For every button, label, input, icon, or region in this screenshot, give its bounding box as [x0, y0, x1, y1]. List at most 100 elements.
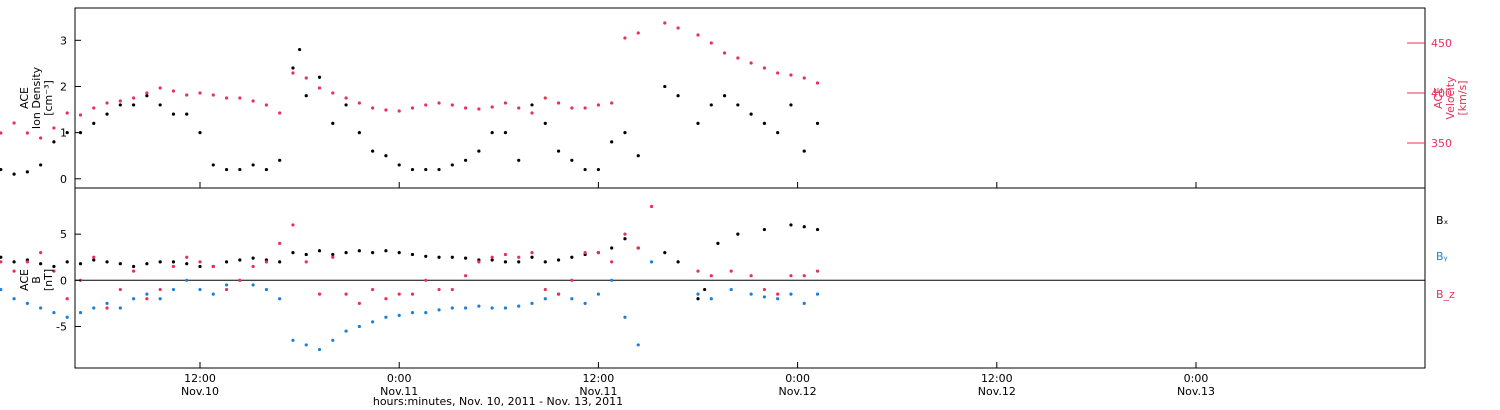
top-left-axis-title-line-2: [cm⁻³]	[42, 80, 55, 116]
bottom-series-Bₓ-point-12	[158, 260, 162, 264]
bottom-series-B_z-point-15	[198, 260, 202, 264]
top-series-1-point-17	[224, 96, 229, 100]
x-tick-label-date-0: Nov.10	[181, 385, 219, 398]
bottom-series-Bₓ-point-4	[52, 264, 56, 269]
bottom-series-B_z-point-1	[12, 269, 16, 273]
bottom-left-axis-title-line-1: B	[30, 276, 43, 284]
bottom-series-B_z-point-47	[623, 232, 627, 236]
bottom-series-Bₓ-point-32	[424, 254, 428, 258]
bottom-series-B_z-point-40	[530, 251, 534, 255]
bottom-series-B_z-point-29	[384, 297, 388, 301]
top-series-1-point-19	[251, 99, 255, 103]
top-series-0-point-53	[709, 103, 713, 107]
bottom-series-B_z-point-10	[132, 269, 136, 273]
bottom-series-B_z-point-3	[39, 251, 43, 255]
top-right-axis-title-line-1: Velocity	[1444, 76, 1457, 120]
bottom-series-Bᵧ-point-33	[437, 308, 441, 312]
bottom-series-Bₓ-point-41	[543, 260, 547, 264]
top-series-0-point-50	[663, 84, 667, 89]
top-series-0-point-28	[357, 131, 361, 135]
x-tick-label-time-0: 12:00	[184, 372, 216, 385]
legend-entry-1: Bᵧ	[1436, 250, 1448, 263]
bottom-series-B_z-point-35	[464, 274, 468, 278]
top-series-0-point-35	[450, 163, 454, 167]
top-series-0-point-33	[424, 167, 428, 172]
top-series-1-point-15	[198, 91, 202, 95]
top-series-0-point-31	[397, 163, 401, 167]
top-right-axis-title: ACE Velocity [km/s]	[1432, 76, 1469, 120]
top-series-1-point-21	[278, 111, 282, 115]
top-series-1-point-48	[636, 31, 640, 35]
top-left-axis-title: ACE Ion Density [cm⁻³]	[18, 66, 55, 129]
top-series-1-point-36	[477, 107, 481, 111]
top-series-1-point-57	[776, 71, 780, 75]
bottom-series-Bₓ-point-22	[291, 251, 295, 255]
x-tick-label-date-3: Nov.12	[779, 385, 817, 398]
top-series-0-point-15	[198, 131, 202, 135]
bottom-series-B_z-point-36	[477, 260, 481, 264]
bottom-series-B_z-point-20	[264, 260, 268, 264]
top-series-1-point-7	[92, 106, 96, 110]
bottom-series-Bᵧ-point-12	[158, 297, 162, 301]
bottom-series-Bₓ-point-33	[437, 255, 441, 259]
bottom-panel-frame	[74, 187, 1426, 369]
bottom-series-B_z-point-44	[583, 251, 587, 255]
top-series-1-point-6	[78, 113, 83, 117]
bottom-series-Bₓ-point-15	[198, 264, 202, 269]
bottom-series-Bᵧ-point-38	[503, 306, 508, 310]
x-tick-label-date-2: Nov.11	[579, 385, 617, 398]
x-tick-label-time-2: 12:00	[583, 372, 615, 385]
bottom-series-Bₓ-point-55	[762, 227, 767, 232]
bottom-series-Bᵧ-point-22	[291, 338, 295, 342]
bottom-series-Bₓ-point-39	[517, 260, 521, 264]
top-series-0-point-56	[749, 112, 753, 116]
bottom-series-B_z-point-27	[357, 301, 361, 305]
top-series-0-point-22	[291, 66, 295, 70]
bottom-series-B_z-point-16	[211, 264, 215, 269]
bottom-series-B_z-point-39	[517, 255, 521, 259]
bottom-series-Bᵧ-point-40	[530, 301, 534, 305]
bottom-series-B_z-point-17	[224, 287, 229, 292]
top-series-0-point-7	[92, 121, 96, 125]
top-series-0-point-2	[25, 170, 29, 174]
bottom-series-Bₓ-point-47	[623, 237, 627, 241]
top-right-tick-label-0: 350	[1431, 137, 1452, 150]
bottom-series-B_z-point-2	[25, 260, 29, 264]
top-series-1-point-14	[185, 93, 189, 97]
bottom-series-B_z-point-25	[331, 255, 335, 259]
bottom-series-Bᵧ-point-45	[596, 292, 601, 296]
top-series-1-point-24	[317, 86, 322, 90]
bottom-series-B_z-point-45	[596, 251, 601, 255]
bottom-series-Bₓ-point-9	[118, 262, 122, 266]
bottom-series-B_z-point-41	[543, 287, 547, 292]
top-series-1-point-44	[583, 106, 587, 110]
top-series-0-point-43	[556, 149, 561, 153]
top-series-0-point-24	[304, 94, 308, 98]
top-series-0-point-12	[158, 103, 162, 107]
top-series-0-point-32	[410, 167, 415, 172]
bottom-series-Bᵧ-point-56	[789, 292, 793, 296]
top-series-1-point-33	[437, 101, 441, 105]
bottom-series-Bᵧ-point-10	[132, 297, 136, 301]
bottom-series-Bₓ-point-1	[12, 260, 16, 264]
top-series-1-point-56	[762, 66, 767, 70]
top-series-0-point-54	[722, 94, 727, 98]
bottom-series-B_z-point-19	[251, 264, 255, 269]
bottom-series-Bₓ-point-26	[344, 251, 348, 255]
bottom-series-B_z-point-56	[789, 274, 793, 278]
bottom-series-B_z-point-55	[776, 292, 780, 296]
top-series-0-point-17	[224, 167, 229, 172]
bottom-left-tick-label-1: 0	[60, 274, 67, 287]
top-series-0-point-49	[636, 154, 640, 158]
bottom-series-Bᵧ-point-58	[815, 292, 820, 296]
bottom-series-Bᵧ-point-57	[802, 301, 806, 305]
top-series-1-point-16	[211, 93, 215, 97]
top-series-1-point-53	[722, 51, 727, 55]
top-series-0-point-47	[610, 140, 614, 144]
bottom-series-Bᵧ-point-28	[371, 320, 375, 324]
top-series-1-point-30	[397, 109, 401, 113]
top-series-0-point-37	[477, 149, 481, 153]
top-series-1-point-8	[105, 101, 109, 105]
bottom-series-Bₓ-point-50	[676, 260, 680, 264]
bottom-series-Bᵧ-point-37	[490, 306, 494, 310]
